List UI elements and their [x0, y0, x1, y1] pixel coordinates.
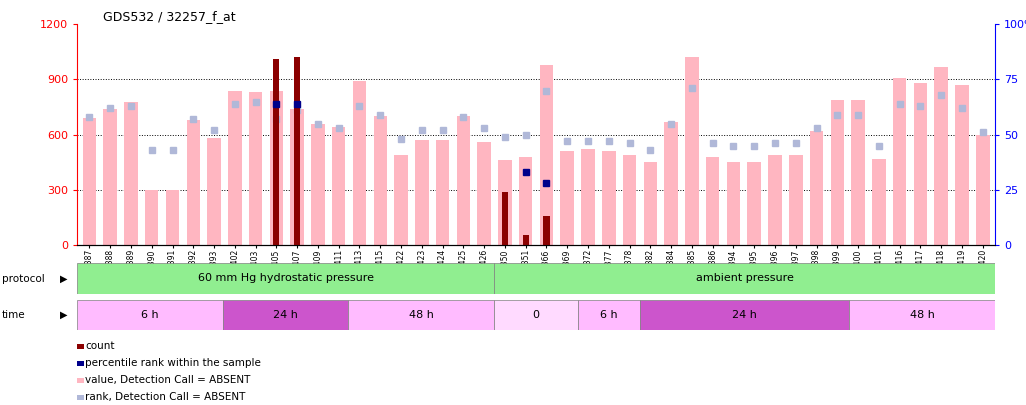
Bar	[495, 263, 995, 294]
Text: 24 h: 24 h	[273, 310, 299, 320]
Bar	[77, 263, 495, 294]
Bar	[623, 155, 636, 245]
Bar	[207, 139, 221, 245]
Bar	[643, 162, 657, 245]
Bar	[976, 134, 989, 245]
Bar	[332, 127, 346, 245]
Bar	[955, 85, 969, 245]
Bar	[394, 155, 407, 245]
Bar	[540, 65, 553, 245]
Bar	[519, 157, 532, 245]
Text: percentile rank within the sample: percentile rank within the sample	[85, 358, 261, 368]
Bar	[477, 142, 490, 245]
Bar	[748, 162, 761, 245]
Bar	[914, 83, 928, 245]
Bar	[228, 90, 241, 245]
Bar	[273, 59, 279, 245]
Text: time: time	[2, 310, 26, 320]
Text: count: count	[85, 341, 115, 351]
Bar	[436, 140, 449, 245]
Bar	[502, 192, 508, 245]
Bar	[935, 66, 948, 245]
Bar	[602, 151, 616, 245]
Text: 60 mm Hg hydrostatic pressure: 60 mm Hg hydrostatic pressure	[198, 273, 373, 283]
Bar	[457, 116, 470, 245]
Bar	[83, 118, 96, 245]
Text: 0: 0	[532, 310, 540, 320]
Bar	[294, 58, 301, 245]
Bar	[416, 140, 429, 245]
Bar	[166, 190, 180, 245]
Bar	[852, 100, 865, 245]
Bar	[706, 157, 719, 245]
Text: 24 h: 24 h	[733, 310, 757, 320]
Bar	[893, 78, 906, 245]
Bar	[578, 300, 640, 330]
Bar	[640, 300, 850, 330]
Bar	[831, 100, 844, 245]
Bar	[104, 109, 117, 245]
Bar	[311, 124, 324, 245]
Bar	[522, 235, 528, 245]
Text: rank, Detection Call = ABSENT: rank, Detection Call = ABSENT	[85, 392, 245, 402]
Bar	[499, 160, 512, 245]
Bar	[187, 120, 200, 245]
Bar	[249, 92, 263, 245]
Bar	[223, 300, 348, 330]
Bar	[270, 90, 283, 245]
Bar	[872, 159, 885, 245]
Text: protocol: protocol	[2, 274, 45, 284]
Bar	[665, 122, 678, 245]
Bar	[789, 155, 802, 245]
Bar	[353, 81, 366, 245]
Bar	[124, 102, 137, 245]
Bar	[726, 162, 740, 245]
Text: 48 h: 48 h	[409, 310, 434, 320]
Text: 48 h: 48 h	[910, 310, 935, 320]
Bar	[560, 151, 574, 245]
Text: ambient pressure: ambient pressure	[696, 273, 794, 283]
Bar	[850, 300, 995, 330]
Bar	[373, 116, 387, 245]
Text: 6 h: 6 h	[600, 310, 618, 320]
Bar	[495, 300, 578, 330]
Text: ▶: ▶	[60, 310, 67, 320]
Text: ▶: ▶	[60, 274, 67, 284]
Bar	[290, 109, 304, 245]
Bar	[145, 190, 158, 245]
Bar	[768, 155, 782, 245]
Text: value, Detection Call = ABSENT: value, Detection Call = ABSENT	[85, 375, 250, 385]
Bar	[348, 300, 495, 330]
Bar	[544, 215, 550, 245]
Bar	[77, 300, 223, 330]
Bar	[582, 149, 595, 245]
Text: GDS532 / 32257_f_at: GDS532 / 32257_f_at	[103, 10, 235, 23]
Bar	[685, 58, 699, 245]
Text: 6 h: 6 h	[142, 310, 159, 320]
Bar	[810, 131, 823, 245]
